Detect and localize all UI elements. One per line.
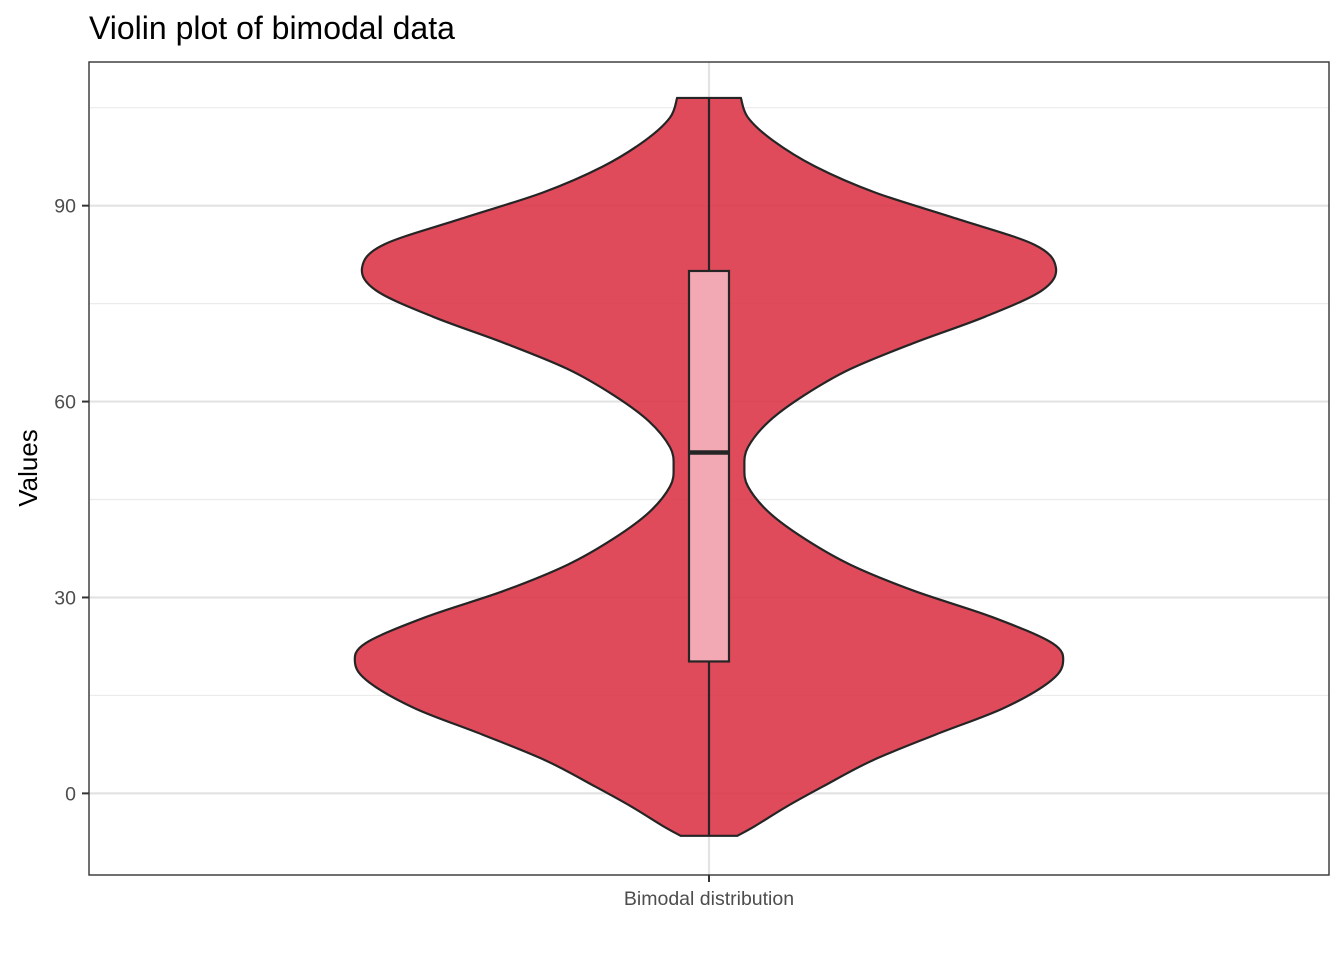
y-axis: 0 30 60 90 [54, 196, 89, 805]
x-axis: Bimodal distribution [624, 875, 794, 910]
y-tick-label: 0 [65, 783, 76, 805]
y-tick-label: 90 [54, 196, 76, 218]
y-tick-label: 60 [54, 392, 76, 414]
y-tick-label: 30 [54, 587, 76, 609]
x-tick-label: Bimodal distribution [624, 888, 794, 910]
plot-panel [88, 61, 1330, 876]
y-axis-title: Values [13, 429, 43, 507]
chart-title: Violin plot of bimodal data [89, 10, 455, 46]
box-iqr [687, 269, 731, 663]
